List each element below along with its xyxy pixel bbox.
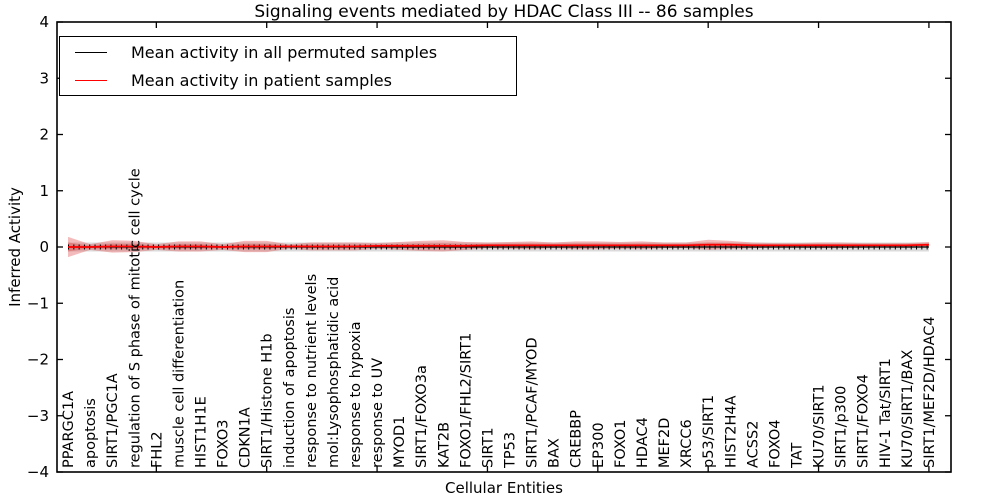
x-category-label: SIRT1/PGC1A — [105, 373, 121, 468]
x-category-label: SIRT1/FOXO3a — [414, 365, 430, 468]
x-category-label: XRCC6 — [679, 419, 695, 468]
x-category-label: FOXO4 — [767, 420, 783, 468]
x-category-label: p53/SIRT1 — [701, 395, 717, 468]
x-category-label: HIST2H4A — [723, 395, 739, 468]
x-category-label: ACSS2 — [745, 421, 761, 468]
y-tick-label: −1 — [27, 294, 49, 312]
x-category-label: regulation of S phase of mitotic cell cy… — [127, 168, 143, 468]
x-category-label: SIRT1/PCAF/MYOD — [525, 337, 541, 468]
x-category-label: induction of apoptosis — [282, 308, 298, 468]
x-category-label: BAX — [547, 438, 563, 468]
y-tick-label: −2 — [27, 351, 49, 369]
x-category-label: mol:Lysophosphatidic acid — [326, 277, 342, 468]
x-category-label: SIRT1/FOXO4 — [856, 374, 872, 468]
x-category-label: CDKN1A — [238, 407, 254, 468]
x-category-label: SIRT1/Histone H1b — [260, 333, 276, 468]
x-category-label: MEF2D — [657, 418, 673, 468]
y-tick-label: 3 — [39, 69, 49, 87]
x-category-label: FOXO3 — [216, 420, 232, 468]
x-category-label: response to hypoxia — [348, 321, 364, 468]
chart-title: Signaling events mediated by HDAC Class … — [254, 2, 754, 22]
x-category-label: CREBBP — [569, 410, 585, 468]
x-category-label: KU70/SIRT1 — [812, 384, 828, 468]
legend-item-patient: Mean activity in patient samples — [75, 67, 516, 93]
x-category-label: TAT — [789, 442, 805, 469]
x-category-label: HIV-1 Tat/SIRT1 — [878, 358, 894, 468]
x-category-label: KU70/SIRT1/BAX — [900, 350, 916, 468]
x-category-label: SIRT1/MEF2D/HDAC4 — [922, 316, 938, 468]
y-tick-label: 2 — [39, 126, 49, 144]
x-category-label: apoptosis — [83, 398, 99, 468]
x-category-label: FOXO1 — [613, 420, 629, 468]
legend-label-patient: Mean activity in patient samples — [131, 70, 392, 90]
x-category-label: MYOD1 — [392, 416, 408, 468]
x-category-label: EP300 — [591, 422, 607, 468]
x-category-label: HIST1H1E — [193, 396, 209, 468]
x-category-label: TP53 — [503, 432, 519, 469]
y-tick-label: 4 — [39, 13, 49, 31]
y-axis-label: Inferred Activity — [6, 187, 24, 307]
x-category-label: SIRT1 — [480, 427, 496, 468]
y-tick-label: 1 — [39, 182, 49, 200]
y-tick-label: −3 — [27, 407, 49, 425]
x-category-label: response to UV — [370, 358, 386, 468]
legend: Mean activity in all permuted samples Me… — [59, 36, 517, 96]
x-category-label: muscle cell differentiation — [171, 280, 187, 468]
patient-mean-line — [68, 243, 929, 248]
y-tick-label: −4 — [27, 463, 49, 481]
x-category-label: response to nutrient levels — [304, 274, 320, 468]
x-axis-label: Cellular Entities — [445, 479, 563, 497]
legend-label-permuted: Mean activity in all permuted samples — [131, 42, 438, 62]
legend-line-patient-icon — [75, 79, 107, 81]
x-category-label: FHL2 — [149, 431, 165, 468]
y-tick-label: 0 — [39, 238, 49, 256]
x-category-label: FOXO1/FHL2/SIRT1 — [458, 333, 474, 468]
x-category-label: HDAC4 — [635, 417, 651, 468]
x-category-label: PPARGC1A — [61, 391, 77, 468]
legend-line-permuted-icon — [75, 51, 107, 53]
legend-item-permuted: Mean activity in all permuted samples — [75, 39, 516, 65]
x-category-label: SIRT1/p300 — [834, 386, 850, 468]
x-category-label: KAT2B — [436, 422, 452, 468]
